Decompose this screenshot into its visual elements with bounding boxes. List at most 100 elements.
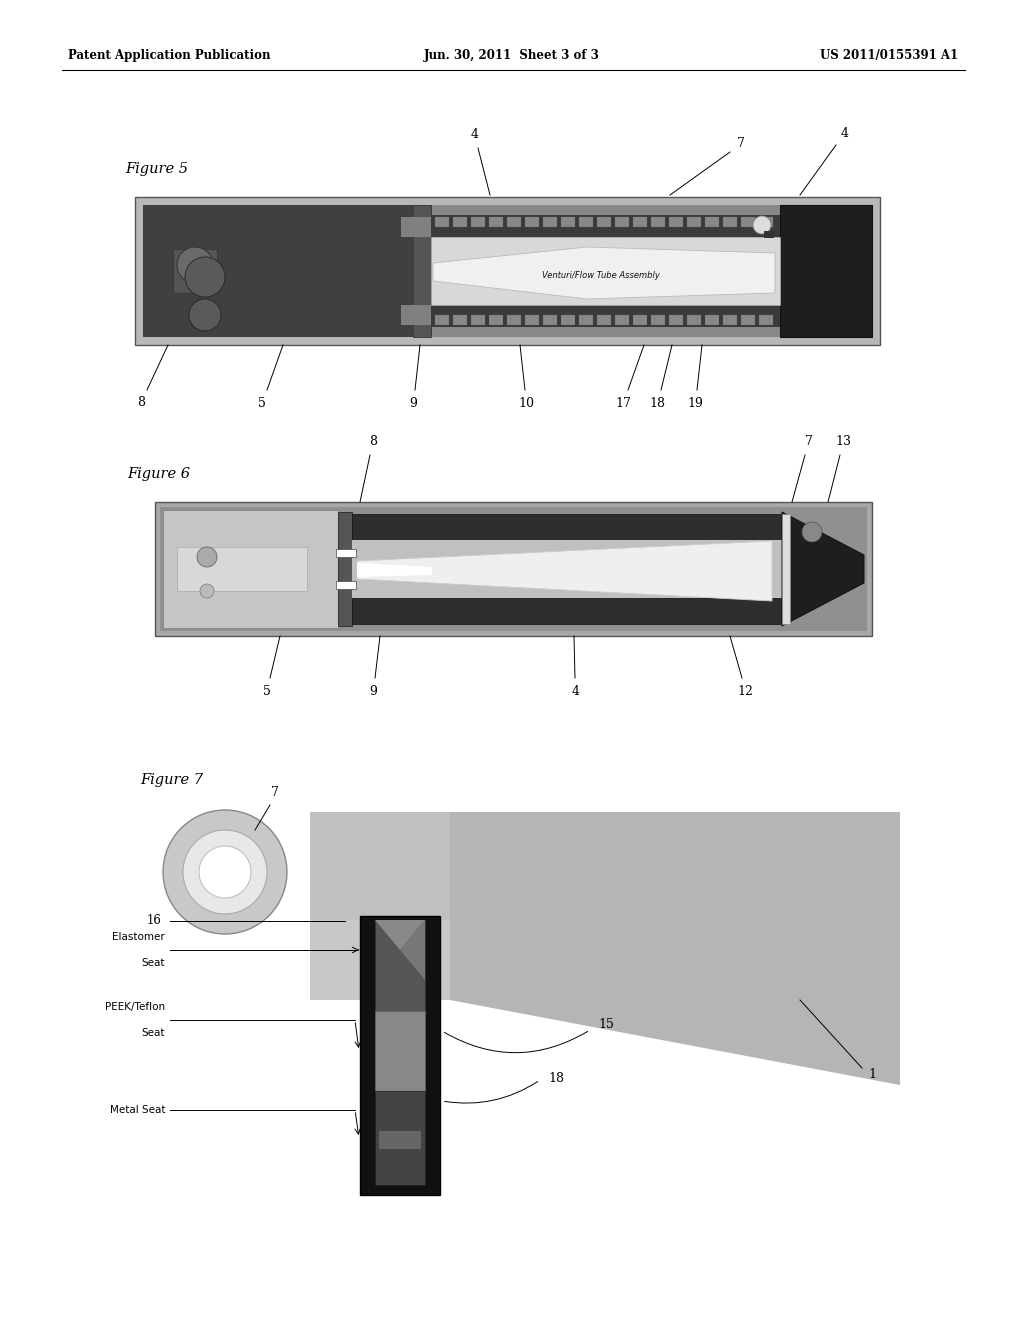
Bar <box>352 540 782 598</box>
Bar <box>741 216 755 227</box>
Text: Elastomer: Elastomer <box>113 932 165 942</box>
Polygon shape <box>450 812 900 1085</box>
Text: Figure 7: Figure 7 <box>140 774 203 787</box>
Bar <box>379 1131 421 1148</box>
Bar <box>177 546 307 591</box>
Circle shape <box>753 216 771 234</box>
Circle shape <box>163 810 287 935</box>
Bar <box>741 315 755 325</box>
Text: 5: 5 <box>258 397 266 409</box>
Bar <box>360 916 440 1195</box>
Bar <box>759 216 773 227</box>
Text: 7: 7 <box>737 137 745 150</box>
Text: Metal Seat: Metal Seat <box>110 1105 165 1115</box>
Bar <box>507 315 521 325</box>
Bar <box>338 512 352 626</box>
Bar <box>561 216 575 227</box>
Bar <box>401 305 431 325</box>
Bar <box>143 205 413 337</box>
Bar <box>163 510 338 628</box>
Bar <box>543 216 557 227</box>
Bar <box>579 315 593 325</box>
Bar <box>413 205 431 337</box>
Bar <box>431 215 780 238</box>
Text: Venturi/Flow Tube Assembly: Venturi/Flow Tube Assembly <box>543 272 660 281</box>
Text: Figure 6: Figure 6 <box>127 467 190 480</box>
Text: 13: 13 <box>836 434 852 447</box>
Text: 7: 7 <box>805 436 813 447</box>
Text: Patent Application Publication: Patent Application Publication <box>68 49 270 62</box>
Text: 15: 15 <box>598 1019 613 1031</box>
Bar <box>705 216 719 227</box>
Bar <box>431 305 780 327</box>
Circle shape <box>199 846 251 898</box>
Bar <box>375 1011 425 1092</box>
Circle shape <box>802 521 822 543</box>
Bar <box>471 216 485 227</box>
Text: 19: 19 <box>687 397 703 411</box>
Bar <box>723 216 737 227</box>
Text: 5: 5 <box>263 685 270 698</box>
Bar <box>543 315 557 325</box>
Text: Figure 5: Figure 5 <box>125 162 188 176</box>
Bar <box>525 315 539 325</box>
Bar <box>651 216 665 227</box>
Bar <box>780 205 872 337</box>
Polygon shape <box>782 512 864 626</box>
Circle shape <box>197 546 217 568</box>
Bar <box>764 231 774 238</box>
Bar <box>375 1092 425 1185</box>
Bar <box>651 315 665 325</box>
Text: 18: 18 <box>548 1072 564 1085</box>
Polygon shape <box>357 541 772 601</box>
Bar <box>633 216 647 227</box>
Text: 17: 17 <box>615 397 631 409</box>
Bar <box>160 507 867 631</box>
Polygon shape <box>310 812 890 1001</box>
Bar <box>173 249 217 293</box>
Polygon shape <box>400 920 425 979</box>
Bar <box>615 216 629 227</box>
Bar <box>435 315 449 325</box>
Text: 18: 18 <box>649 397 666 411</box>
Bar <box>597 216 611 227</box>
Circle shape <box>200 583 214 598</box>
Text: 4: 4 <box>840 127 848 140</box>
Bar <box>687 315 701 325</box>
Bar <box>615 315 629 325</box>
Text: 10: 10 <box>518 397 535 411</box>
Text: 4: 4 <box>571 685 580 698</box>
Circle shape <box>183 830 267 913</box>
Text: 1: 1 <box>868 1068 876 1081</box>
Polygon shape <box>433 247 775 300</box>
Text: 8: 8 <box>137 396 145 409</box>
Bar <box>352 598 782 624</box>
Bar <box>561 315 575 325</box>
Bar <box>471 315 485 325</box>
Polygon shape <box>375 920 425 950</box>
Text: 7: 7 <box>271 785 279 799</box>
Bar <box>687 216 701 227</box>
Text: 8: 8 <box>369 434 377 447</box>
Bar <box>782 513 790 624</box>
Polygon shape <box>357 564 432 577</box>
Bar <box>597 315 611 325</box>
Circle shape <box>177 247 213 282</box>
Bar <box>669 315 683 325</box>
Text: 9: 9 <box>370 685 377 698</box>
Bar <box>633 315 647 325</box>
Bar <box>669 216 683 227</box>
Text: 4: 4 <box>471 128 478 141</box>
Bar <box>489 216 503 227</box>
Bar <box>453 216 467 227</box>
Text: PEEK/Teflon: PEEK/Teflon <box>104 1002 165 1012</box>
Text: 12: 12 <box>738 685 754 698</box>
Text: 16: 16 <box>147 915 162 928</box>
Bar <box>135 197 880 345</box>
Bar <box>310 920 450 1001</box>
Bar <box>525 216 539 227</box>
Bar <box>401 216 431 238</box>
Bar <box>579 216 593 227</box>
Text: US 2011/0155391 A1: US 2011/0155391 A1 <box>820 49 958 62</box>
Bar <box>435 216 449 227</box>
